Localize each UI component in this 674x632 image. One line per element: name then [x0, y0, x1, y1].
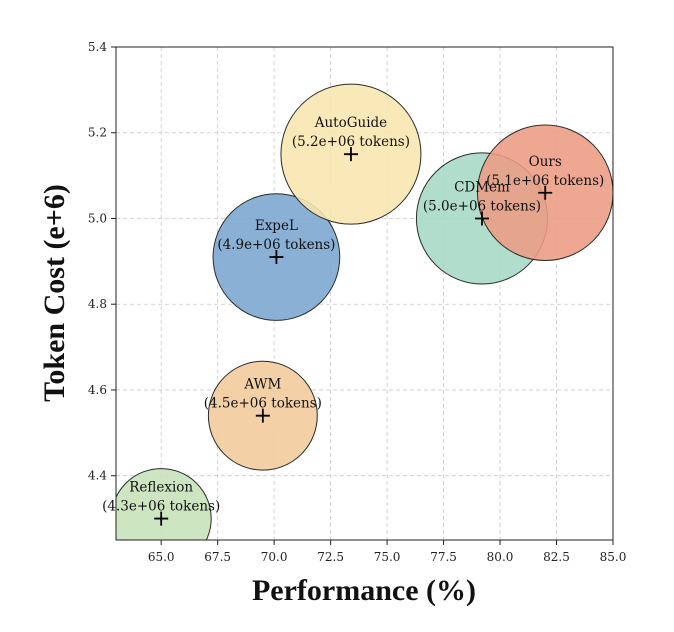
- x-tick-label: 75.0: [374, 550, 401, 564]
- x-tick-label: 70.0: [261, 550, 288, 564]
- bubble-label-expel: ExpeL: [255, 218, 298, 234]
- marker-expel: [269, 250, 284, 265]
- x-axis-title: Performance (%): [252, 574, 476, 607]
- bubble-label-autoguide: AutoGuide: [314, 115, 387, 131]
- markers: [154, 147, 553, 526]
- x-tick-label: 80.0: [487, 550, 514, 564]
- y-tick-label: 4.4: [88, 469, 107, 483]
- plot-frame: [115, 46, 614, 541]
- x-tick-label: 77.5: [430, 550, 457, 564]
- bubble-value-autoguide: (5.2e+06 tokens): [292, 134, 410, 150]
- bubble-labels: Reflexion (4.3e+06 tokens) AWM (4.5e+06 tok…: [102, 115, 604, 514]
- marker-reflexion: [154, 511, 169, 526]
- bubble-label-ours: Ours: [529, 154, 562, 170]
- y-axis-ticks: 4.4 4.6 4.8 5.0 5.2 5.4: [88, 40, 116, 483]
- bubble-value-expel: (4.9e+06 tokens): [217, 237, 335, 253]
- x-tick-label: 67.5: [204, 550, 231, 564]
- bubble-reflexion: [116, 468, 212, 540]
- marker-autoguide: [343, 147, 358, 162]
- bubble-value-ours: (5.1e+06 tokens): [486, 173, 604, 189]
- bubble-value-cdmem: (5.0e+06 tokens): [423, 198, 541, 214]
- bubble-label-reflexion: Reflexion: [129, 480, 193, 496]
- bubble-label-cdmem: CDMem: [454, 179, 510, 195]
- y-tick-label: 5.0: [88, 211, 107, 225]
- x-tick-label: 72.5: [317, 550, 344, 564]
- x-tick-label: 65.0: [148, 550, 175, 564]
- bubble-label-awm: AWM: [243, 377, 281, 393]
- x-tick-label: 82.5: [543, 550, 570, 564]
- marker-ours: [538, 185, 553, 200]
- bubble-value-reflexion: (4.3e+06 tokens): [102, 499, 220, 515]
- x-axis-ticks: 65.0 67.5 70.0 72.5 75.0 77.5 80.0 82.5 85.0: [148, 540, 627, 564]
- y-tick-label: 4.8: [88, 297, 107, 311]
- bubble-value-awm: (4.5e+06 tokens): [204, 396, 322, 412]
- marker-cdmem: [474, 211, 489, 226]
- y-axis-title: Token Cost (e+6): [38, 184, 71, 402]
- x-tick-label: 85.0: [600, 550, 627, 564]
- y-tick-label: 5.2: [88, 126, 107, 140]
- y-tick-label: 4.6: [88, 383, 107, 397]
- marker-awm: [255, 408, 270, 423]
- y-tick-label: 5.4: [88, 40, 107, 54]
